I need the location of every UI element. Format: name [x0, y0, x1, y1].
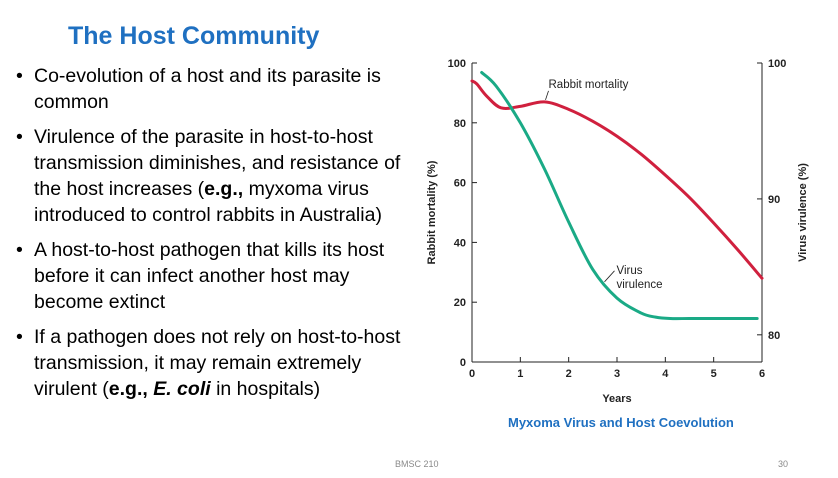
x-tick-label: 5	[711, 368, 717, 380]
virus-virulence-annotation-line-1: Virus	[617, 265, 643, 277]
bullet-dot: •	[16, 238, 23, 261]
x-tick-label: 2	[566, 368, 572, 380]
x-tick-label: 6	[759, 368, 765, 380]
bullet-text-segment: Virulence of the parasite in host-to-hos…	[34, 125, 401, 201]
slide-title: The Host Community	[68, 22, 320, 50]
left-y-tick-label: 0	[460, 357, 466, 369]
bullet-item: • Co-evolution of a host and its parasite…	[16, 63, 408, 116]
bullet-text-segment: Co-evolution of a host and its parasite …	[34, 65, 381, 114]
bullet-text-segment: A host-to-host pathogen that kills its h…	[34, 238, 385, 314]
rabbit-mortality-leader-line	[545, 90, 549, 100]
bullet-dot: •	[16, 325, 23, 348]
rabbit-mortality-line	[470, 79, 764, 280]
bullet-text-segment: myxoma virus introduced to control rabbi…	[34, 178, 382, 227]
page-number: 30	[778, 459, 789, 469]
x-tick-label: 1	[517, 368, 523, 380]
bullet-text-segment: e.g.,	[204, 178, 244, 201]
rabbit-mortality-annotation: Rabbit mortality	[549, 79, 629, 91]
left-y-tick-label: 80	[454, 118, 466, 130]
bullet-text-segment: E. coli	[153, 378, 211, 401]
x-tick-label: 3	[614, 368, 620, 380]
left-y-axis-title: Rabbit mortality (%)	[426, 160, 438, 264]
bullet-dot: •	[16, 65, 23, 87]
left-y-tick-label: 20	[454, 297, 466, 309]
bullet-dot: •	[16, 125, 23, 148]
footer-course-label: BMSC 210	[395, 459, 439, 469]
bullet-list: • Co-evolution of a host and its parasite…	[16, 63, 408, 411]
right-y-axis-title: Virus virulence (%)	[797, 163, 809, 262]
x-tick-label: 0	[469, 368, 475, 380]
bullet-text-segment: If a pathogen does not rely on host-to-h…	[34, 325, 401, 401]
virus-virulence-leader-line	[604, 270, 615, 283]
virus-virulence-annotation-line-2: virulence	[617, 279, 663, 291]
left-y-tick-label: 40	[454, 237, 466, 249]
bullet-item: • A host-to-host pathogen that kills its …	[16, 237, 408, 316]
left-y-tick-label: 60	[454, 178, 466, 190]
right-y-tick-label: 100	[768, 58, 786, 70]
right-y-tick-label: 80	[768, 330, 780, 342]
bullet-item: • Virulence of the parasite in host-to-ho…	[16, 124, 408, 229]
right-y-tick-label: 90	[768, 194, 780, 206]
chart-caption: Myxoma Virus and Host Coevolution	[508, 415, 734, 430]
bullet-text-segment: in hospitals)	[210, 378, 321, 401]
bullet-text-segment: e.g.,	[108, 378, 154, 401]
x-axis-title: Years	[602, 393, 631, 405]
left-y-tick-label: 100	[448, 58, 466, 70]
x-tick-label: 4	[662, 368, 669, 380]
virus-virulence-line	[480, 71, 759, 321]
bullet-item: • If a pathogen does not rely on host-to-…	[16, 324, 408, 403]
